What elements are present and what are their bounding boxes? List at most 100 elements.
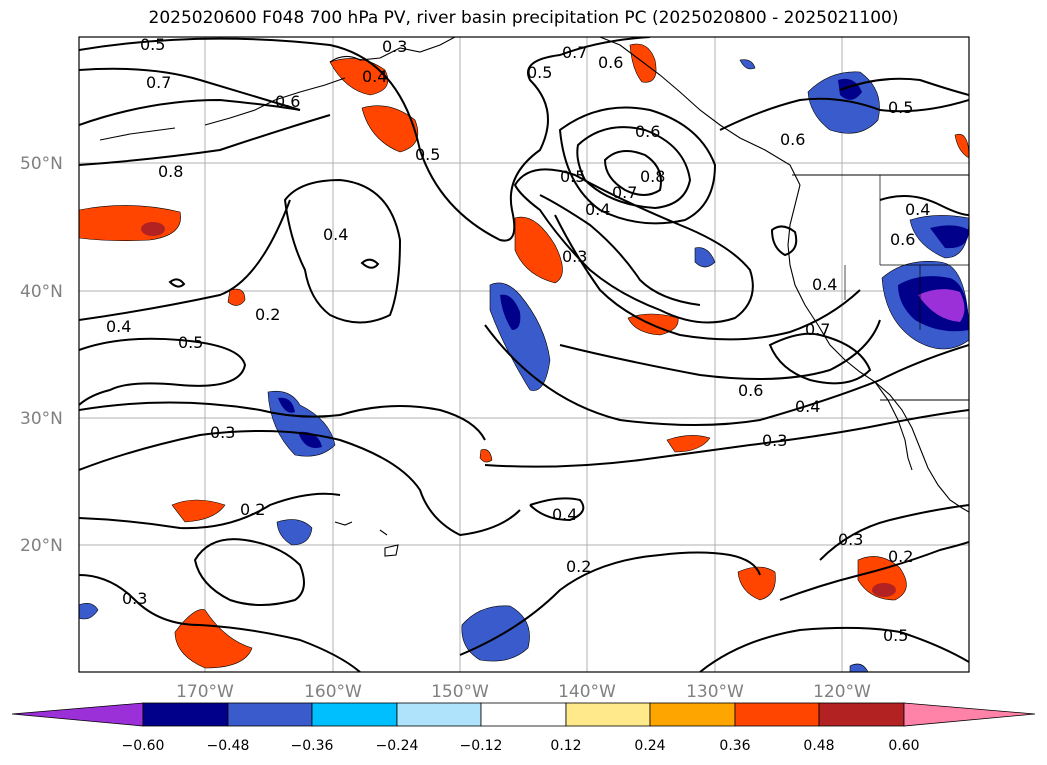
contour-0.2-mid xyxy=(459,551,761,656)
contour-label: 0.7 xyxy=(805,320,830,339)
precip-blob xyxy=(739,59,756,70)
lon-label-150w: 150°W xyxy=(431,682,489,702)
contour-label: 0.6 xyxy=(780,130,805,149)
contour-label: 0.5 xyxy=(560,167,585,186)
colorbar-tick-label: −0.24 xyxy=(376,738,419,754)
contour-0.2-se xyxy=(779,541,969,601)
colorbar-bin xyxy=(311,702,398,727)
colorbar-extend-low xyxy=(11,702,144,727)
contour-0.3-se xyxy=(819,504,969,561)
colorbar-tick-label: −0.12 xyxy=(460,738,503,754)
contour-0.6-ring xyxy=(558,106,717,225)
contour-0.3-sw xyxy=(79,492,341,530)
lat-label-40n: 40°N xyxy=(20,282,63,302)
map-title: 2025020600 F048 700 hPa PV, river basin … xyxy=(148,8,899,28)
colorbar-bin xyxy=(227,702,313,727)
contour-0.5-west xyxy=(79,337,247,406)
precip-blob xyxy=(276,519,313,546)
contour-0.4-cutoff xyxy=(283,178,402,324)
contour-0.2-loop xyxy=(193,538,305,606)
contour-label: 0.6 xyxy=(738,381,763,400)
precip-blob xyxy=(298,431,322,448)
contour-label: 0.3 xyxy=(382,37,407,56)
lon-label-160w: 160°W xyxy=(304,682,362,702)
colorbar-extend-high xyxy=(903,702,1036,727)
coastline-bc xyxy=(599,37,801,186)
colorbar-bin xyxy=(818,702,905,727)
precip-blob xyxy=(918,289,965,322)
contour-label: 0.6 xyxy=(598,53,623,72)
contour-label: 0.4 xyxy=(795,397,820,416)
contour-small-loop xyxy=(770,225,798,257)
contour-label: 0.2 xyxy=(240,500,265,519)
colorbar-bin xyxy=(396,702,482,727)
lat-label-50n: 50°N xyxy=(20,154,63,174)
precip-blob xyxy=(79,205,181,241)
precip-blob xyxy=(666,435,711,453)
colorbar-ticks: −0.60 −0.48 −0.36 −0.24 −0.12 0.12 0.24 … xyxy=(122,738,920,754)
contour-label: 0.2 xyxy=(888,547,913,566)
precip-blob xyxy=(361,105,419,153)
contour-label: 0.5 xyxy=(140,35,165,54)
contour-0.7 xyxy=(79,67,301,111)
contour-label: 0.5 xyxy=(178,333,203,352)
longitude-labels: 170°W 160°W 150°W 140°W 130°W 120°W xyxy=(176,682,871,702)
contour-0.2-se-low xyxy=(699,626,969,672)
contour-0.6-coast xyxy=(719,97,969,131)
colorbar xyxy=(11,702,1036,727)
coastlines xyxy=(99,37,969,557)
precip-blob xyxy=(479,449,493,463)
contour-0.4-trough xyxy=(539,194,701,306)
coastline-aleutian-west xyxy=(99,127,176,141)
precip-blob xyxy=(171,499,226,523)
precip-blob xyxy=(737,566,776,601)
contour-label: 0.3 xyxy=(762,431,787,450)
contour-label: 0.5 xyxy=(415,145,440,164)
colorbar-tick-label: 0.48 xyxy=(803,738,834,754)
lon-label-170w: 170°W xyxy=(176,682,234,702)
coastline-baja xyxy=(874,381,913,471)
contour-label: 0.6 xyxy=(635,122,660,141)
colorbar-bin xyxy=(649,702,736,727)
state-borders xyxy=(844,175,969,330)
contour-0.5-trough xyxy=(513,168,754,324)
contour-label: 0.4 xyxy=(585,200,610,219)
precip-blob xyxy=(514,216,563,284)
coastline-hawaii xyxy=(334,521,399,557)
contour-label: 0.5 xyxy=(883,626,908,645)
contour-0.4-east xyxy=(484,324,969,426)
contour-label: 0.4 xyxy=(362,67,387,86)
colorbar-bin xyxy=(142,702,229,727)
contour-label: 0.4 xyxy=(905,200,930,219)
colorbar-tick-label: 0.60 xyxy=(888,738,919,754)
lat-label-20n: 20°N xyxy=(20,536,63,556)
colorbar-bin xyxy=(734,702,820,727)
coastline-alaska xyxy=(329,37,456,63)
precip-blob xyxy=(227,288,246,306)
contour-0.8 xyxy=(79,114,331,166)
contour-0.2-west xyxy=(79,430,521,537)
contour-label: 0.3 xyxy=(838,530,863,549)
lon-label-140w: 140°W xyxy=(558,682,616,702)
colorbar-bin xyxy=(565,702,651,727)
contour-0.4-west xyxy=(79,199,291,321)
colorbar-tick-label: −0.48 xyxy=(207,738,250,754)
contour-label: 0.3 xyxy=(122,589,147,608)
contour-label: 0.3 xyxy=(562,247,587,266)
colorbar-tick-label: 0.12 xyxy=(550,738,581,754)
contour-label: 0.6 xyxy=(890,230,915,249)
pv-contours xyxy=(79,37,969,672)
contour-label: 0.8 xyxy=(158,162,183,181)
contour-tiny-loop xyxy=(168,278,186,288)
contour-label: 0.2 xyxy=(255,305,280,324)
lon-label-130w: 130°W xyxy=(686,682,744,702)
precip-blob xyxy=(500,294,521,330)
contour-label: 0.4 xyxy=(323,225,348,244)
precipitation-shading xyxy=(79,43,969,672)
contour-0.3-west xyxy=(79,401,486,441)
latitude-labels: 50°N 40°N 30°N 20°N xyxy=(20,154,63,556)
contour-label: 0.7 xyxy=(612,183,637,202)
contour-0.5-north xyxy=(79,37,651,242)
lat-label-30n: 30°N xyxy=(20,409,63,429)
contour-label: 0.4 xyxy=(552,505,577,524)
